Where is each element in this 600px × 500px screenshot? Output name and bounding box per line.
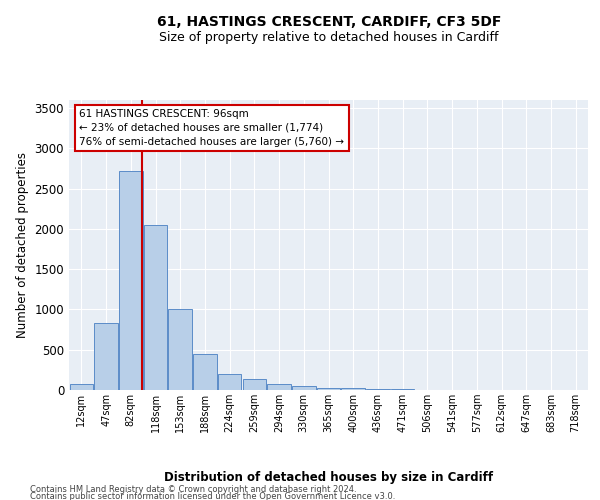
Bar bbox=[341, 388, 365, 390]
Text: 61, HASTINGS CRESCENT, CARDIFF, CF3 5DF: 61, HASTINGS CRESCENT, CARDIFF, CF3 5DF bbox=[157, 16, 501, 30]
Bar bbox=[317, 388, 340, 390]
Bar bbox=[242, 378, 266, 390]
Bar bbox=[268, 384, 291, 390]
Text: Contains HM Land Registry data © Crown copyright and database right 2024.: Contains HM Land Registry data © Crown c… bbox=[30, 484, 356, 494]
Text: Distribution of detached houses by size in Cardiff: Distribution of detached houses by size … bbox=[164, 471, 493, 484]
Bar bbox=[144, 225, 167, 390]
Bar bbox=[169, 310, 192, 390]
Bar bbox=[70, 384, 93, 390]
Bar bbox=[193, 354, 217, 390]
Bar bbox=[391, 389, 415, 390]
Y-axis label: Number of detached properties: Number of detached properties bbox=[16, 152, 29, 338]
Text: 61 HASTINGS CRESCENT: 96sqm
← 23% of detached houses are smaller (1,774)
76% of : 61 HASTINGS CRESCENT: 96sqm ← 23% of det… bbox=[79, 108, 344, 146]
Bar bbox=[292, 386, 316, 390]
Bar bbox=[218, 374, 241, 390]
Bar bbox=[366, 389, 389, 390]
Bar bbox=[119, 171, 143, 390]
Text: Contains public sector information licensed under the Open Government Licence v3: Contains public sector information licen… bbox=[30, 492, 395, 500]
Bar bbox=[94, 323, 118, 390]
Text: Size of property relative to detached houses in Cardiff: Size of property relative to detached ho… bbox=[159, 31, 499, 44]
